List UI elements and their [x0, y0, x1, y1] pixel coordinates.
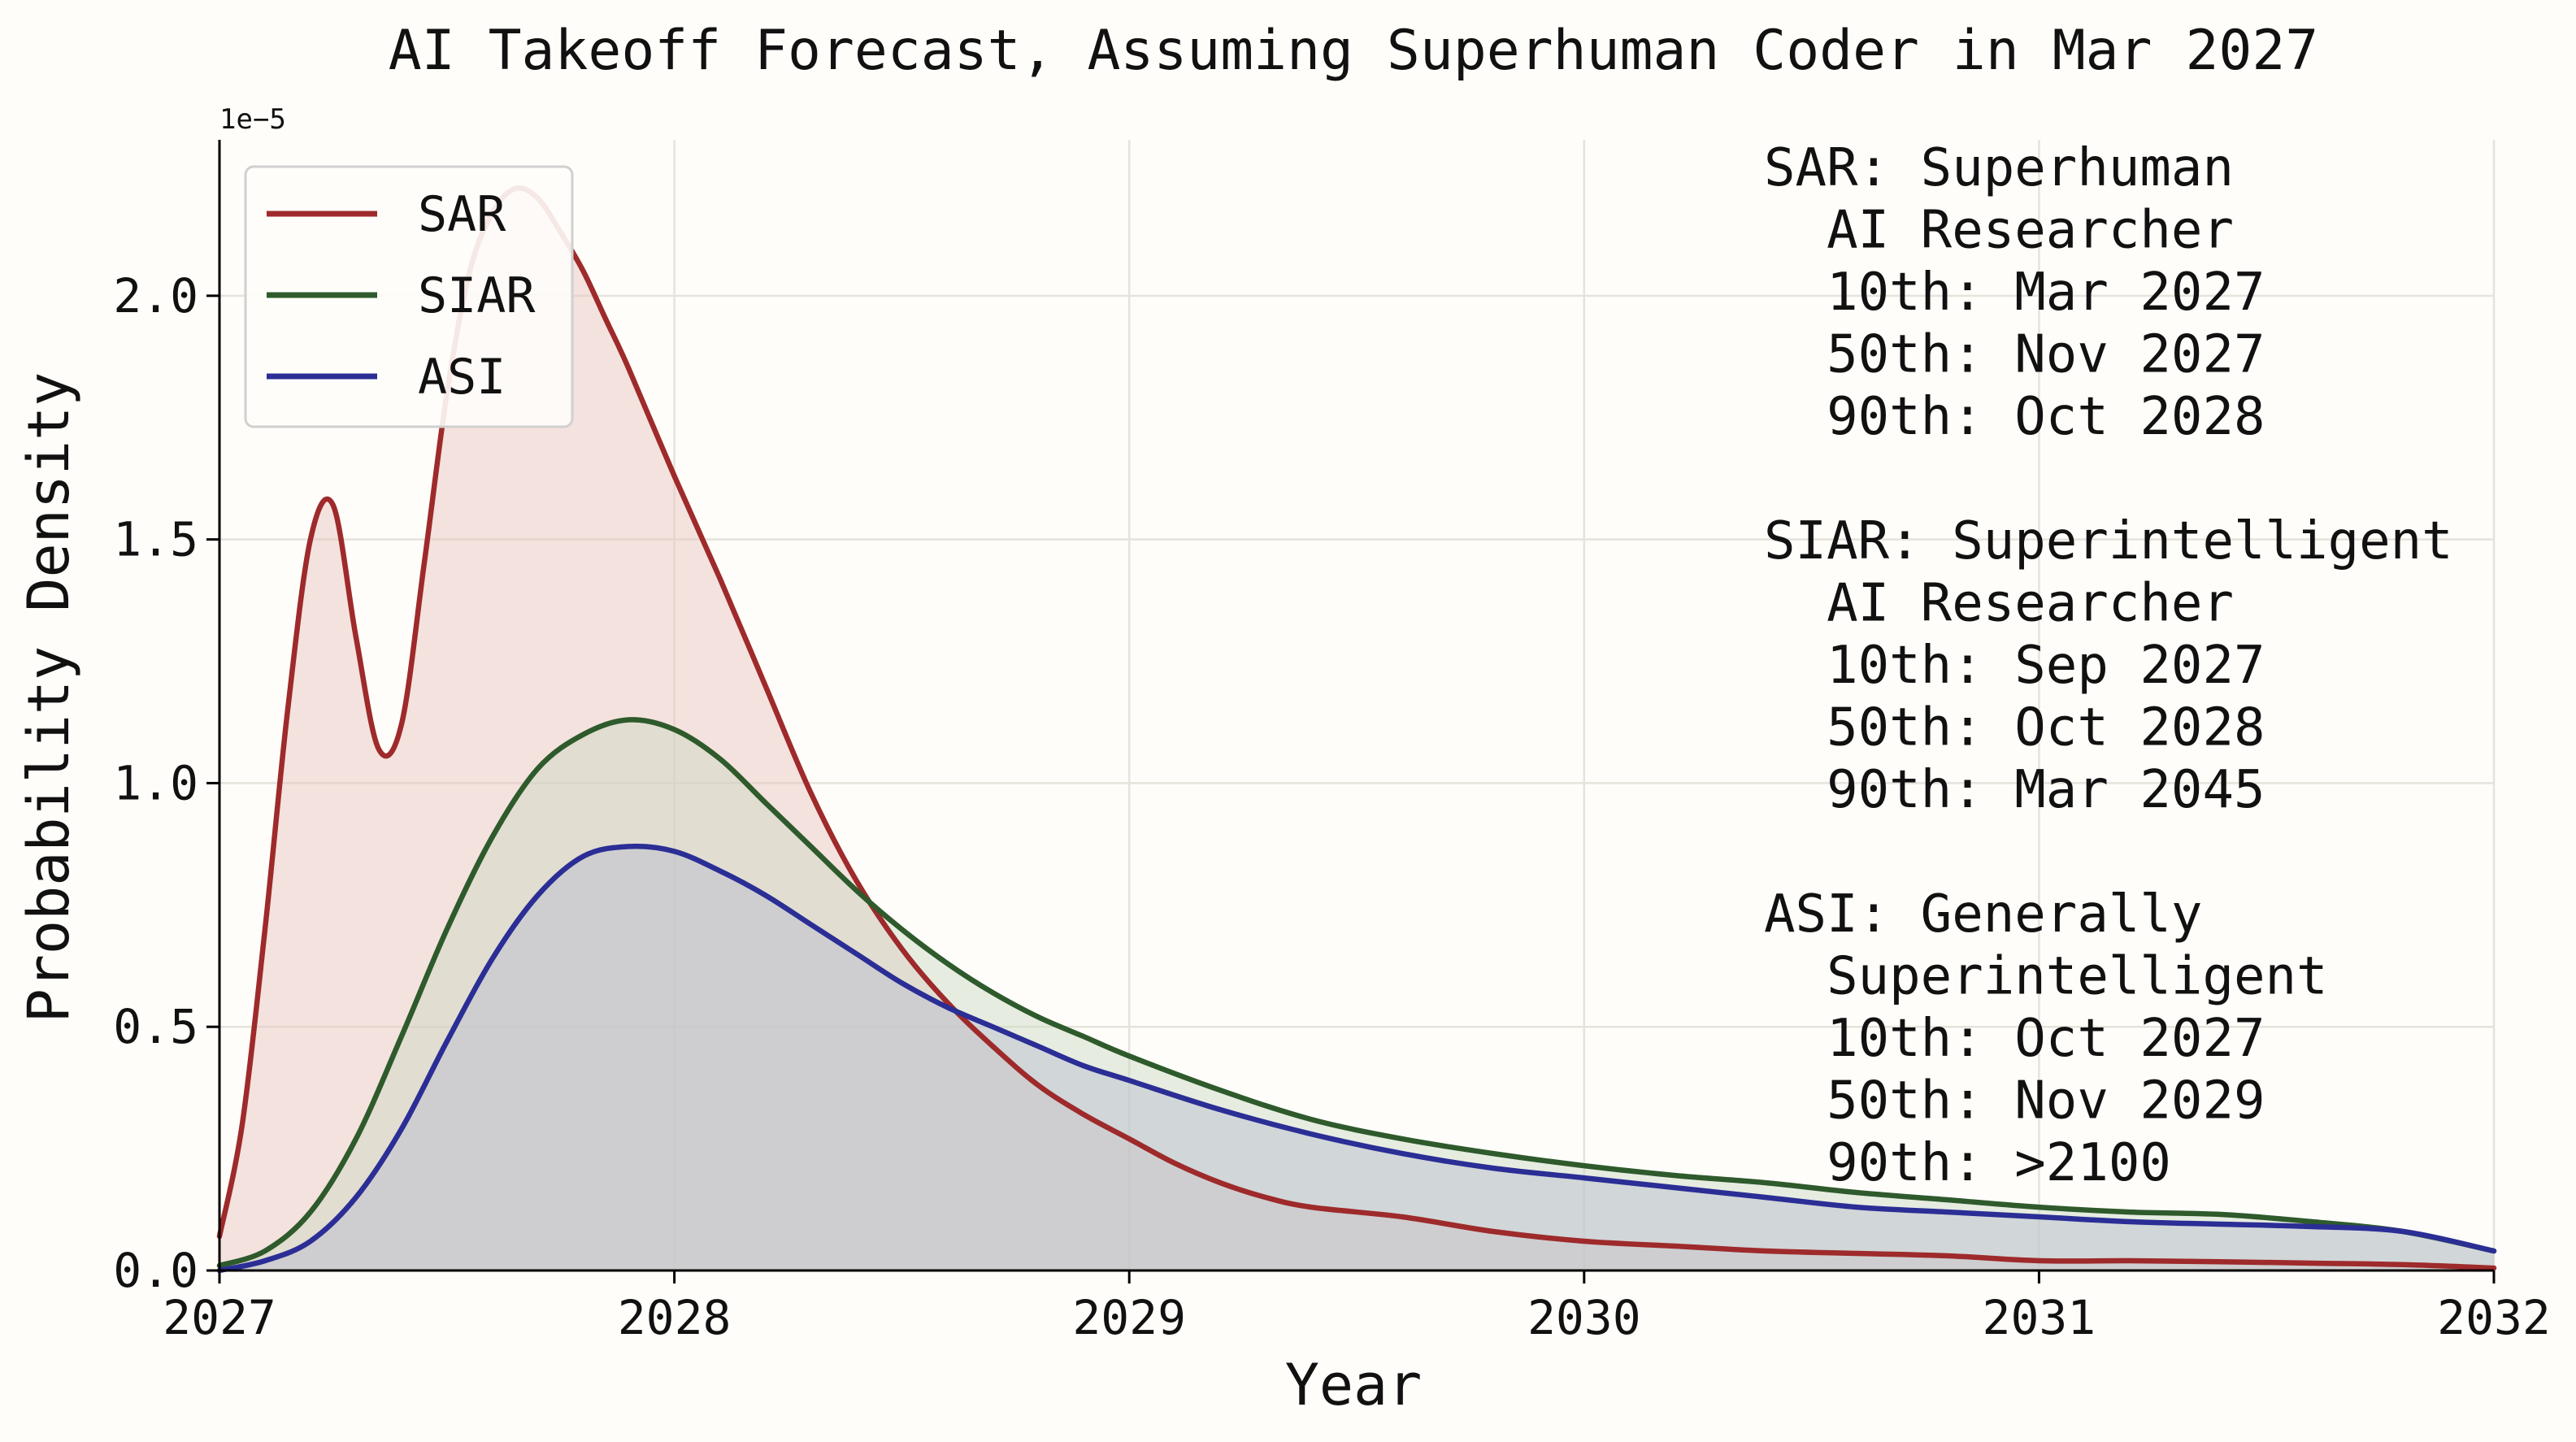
- x-axis-label: Year: [1285, 1352, 1423, 1418]
- annotation-line: 50th: Nov 2027: [1764, 325, 2265, 385]
- series-line-asi: [216, 843, 2497, 1274]
- annotation-line: 90th: Mar 2045: [1764, 760, 2265, 820]
- annotation-line: AI Researcher: [1764, 201, 2234, 261]
- annotation-line: SAR: Superhuman: [1764, 138, 2234, 198]
- y-scale-label: 1e−5: [219, 103, 286, 136]
- axes: [218, 140, 2494, 1272]
- annotation-line: SIAR: Superintelligent: [1764, 511, 2453, 571]
- series-area-siar: [219, 719, 2494, 1270]
- annotation-block: SAR: Superhuman AI Researcher 10th: Mar …: [1764, 138, 2453, 1193]
- chart-title: AI Takeoff Forecast, Assuming Superhuman…: [389, 19, 2319, 83]
- x-tick-label-2027: 2027: [163, 1290, 276, 1345]
- series-area-asi: [219, 846, 2494, 1270]
- legend-label-sar: SAR: [418, 186, 506, 243]
- series-area-sar: [219, 188, 2494, 1271]
- y-tick-label-0.5: 0.5: [113, 999, 198, 1054]
- series-line-siar: [216, 717, 2497, 1269]
- annotation-line: ASI: Generally: [1764, 884, 2202, 945]
- x-tick-label-2032: 2032: [2437, 1290, 2551, 1345]
- ticks: 2027 2028 2029 2030 2031 2032 0.0 0.5 1.0 1.5 2.0: [113, 268, 2551, 1345]
- legend-frame: [244, 165, 574, 428]
- annotation-line: 10th: Sep 2027: [1764, 636, 2265, 696]
- annotation-line: Superintelligent: [1764, 947, 2328, 1007]
- y-tick-label-2: 2.0: [113, 268, 198, 324]
- legend-label-siar: SIAR: [418, 267, 536, 324]
- legend-label-asi: ASI: [418, 349, 506, 406]
- legend: SAR SIAR ASI: [244, 165, 574, 428]
- annotation-line: 10th: Oct 2027: [1764, 1009, 2265, 1069]
- series-line-sar: [216, 185, 2497, 1271]
- x-tick-label-2031: 2031: [1983, 1290, 2096, 1345]
- annotation-line: 90th: Oct 2028: [1764, 387, 2265, 447]
- y-axis-label: Probability Density: [15, 372, 82, 1023]
- annotation-line: AI Researcher: [1764, 574, 2234, 634]
- x-tick-label-2028: 2028: [618, 1290, 732, 1345]
- annotation-line: 50th: Nov 2029: [1764, 1071, 2265, 1131]
- y-tick-label-0: 0.0: [113, 1243, 198, 1298]
- series-lines: [216, 185, 2497, 1274]
- annotation-line: 90th: >2100: [1764, 1133, 2171, 1193]
- x-tick-label-2030: 2030: [1527, 1290, 1641, 1345]
- x-tick-label-2029: 2029: [1072, 1290, 1186, 1345]
- y-tick-label-1: 1.0: [113, 755, 198, 810]
- y-tick-label-1.5: 1.5: [113, 512, 198, 567]
- annotation-line: 50th: Oct 2028: [1764, 698, 2265, 758]
- annotation-line: 10th: Mar 2027: [1764, 263, 2265, 323]
- series-areas: [219, 188, 2494, 1271]
